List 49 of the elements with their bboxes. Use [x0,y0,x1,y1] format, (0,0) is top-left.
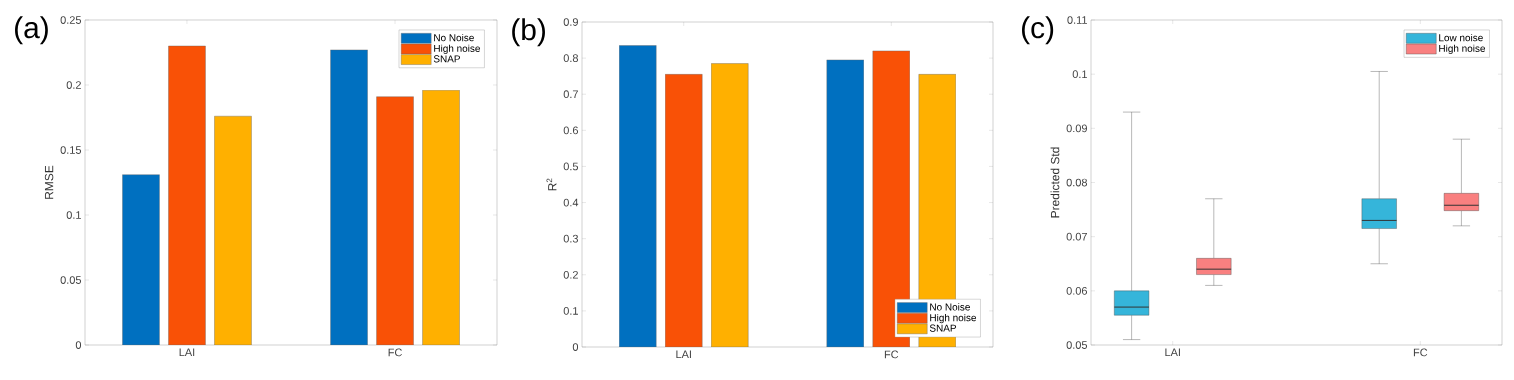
y-tick-label: 0.7 [563,90,578,99]
bar [214,116,252,345]
y-tick-label: 0.9 [563,18,578,26]
y-tick-label: 0.11 [1067,16,1087,24]
legend-label: Low noise [1439,33,1483,42]
y-tick-label: 0.6 [563,126,578,135]
y-tick-label: 0.09 [1066,124,1087,133]
y-tick-label: 0.05 [1066,341,1088,349]
y-tick-label: 0.1 [66,211,81,219]
y-tick-label: 0.8 [563,54,578,62]
y-tick-label: 0.2 [563,270,578,279]
y-axis-title: R$^{2}$ [546,178,557,191]
legend-label: High noise [930,313,977,324]
legend-label: SNAP [929,324,957,332]
y-tick-label: 0.07 [1066,232,1087,241]
legend-label: SNAP [433,55,460,63]
x-tick-label: FC [884,350,899,359]
y-tick-label: 0 [572,343,579,351]
legend-label: No Noise [434,33,474,42]
chart-title: (b) [512,18,545,47]
y-axis-title: Predicted Std [1050,147,1060,218]
y-tick-label: 0.4 [563,198,579,207]
bar [422,90,460,345]
y-tick-label: 0.1 [1072,70,1087,79]
y-tick-label: 0.5 [563,162,579,171]
x-tick-label: LAI [1165,348,1180,357]
x-tick-label: FC [1413,348,1428,357]
y-tick-label: 0 [75,341,82,349]
y-tick-label: 0.3 [563,234,578,243]
legend-label: High noise [434,44,480,54]
bar [122,174,160,345]
bar [376,96,414,345]
chart-title: (c) [1022,16,1054,45]
y-tick-label: 0.1 [563,307,578,315]
y-tick-label: 0.25 [60,16,82,24]
y-tick-label: 0.08 [1066,178,1088,187]
y-tick-label: 0.2 [66,81,81,89]
x-tick-label: LAI [179,348,195,357]
legend-label: High noise [1439,44,1486,54]
bar [330,49,368,345]
x-tick-label: FC [388,348,402,357]
y-tick-label: 0.05 [60,276,82,284]
legend-label: No Noise [930,303,970,311]
bar [168,45,206,345]
y-tick-label: 0.15 [60,146,82,154]
chart-title: (a) [15,16,48,45]
x-tick-label: LAI [676,350,691,359]
y-tick-label: 0.06 [1066,286,1088,295]
y-axis-title: RMSE [44,165,54,199]
